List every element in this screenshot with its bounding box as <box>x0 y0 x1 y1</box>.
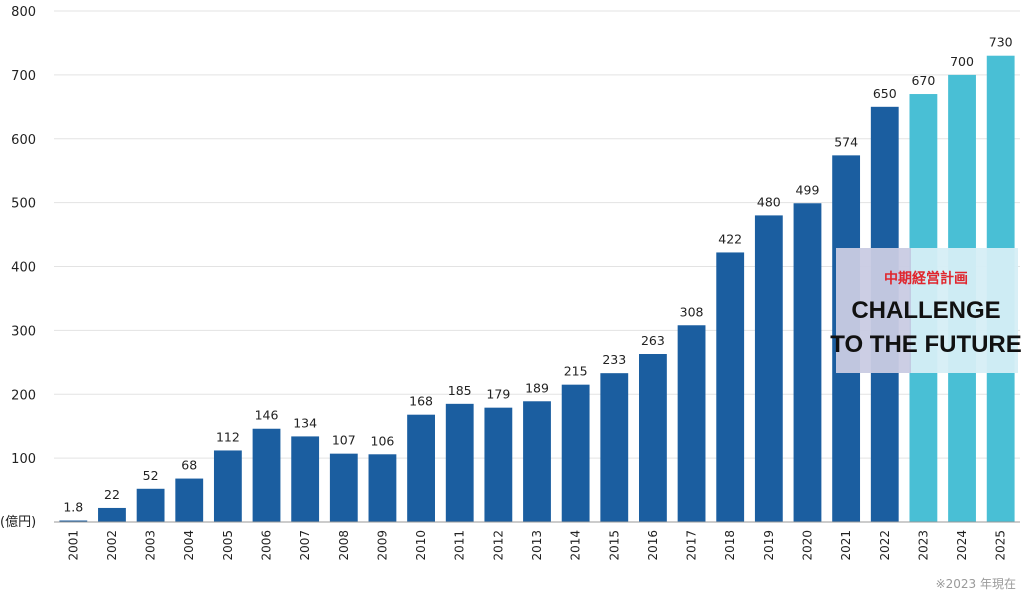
bar-2012 <box>484 407 513 522</box>
y-tick-label: 200 <box>11 388 36 403</box>
data-label-2010: 168 <box>409 394 433 409</box>
bar-2020 <box>793 203 822 523</box>
x-tick-label-2019: 2019 <box>762 530 776 561</box>
x-tick-label-2018: 2018 <box>723 530 737 561</box>
data-label-2023: 670 <box>911 73 935 88</box>
x-tick-label-2014: 2014 <box>569 530 583 561</box>
x-tick-label-2007: 2007 <box>298 530 312 561</box>
x-tick-label-2013: 2013 <box>530 530 544 561</box>
data-label-2007: 134 <box>293 415 317 430</box>
bar-2010 <box>407 414 435 522</box>
x-tick-label-2002: 2002 <box>105 530 119 561</box>
x-tick-label-2005: 2005 <box>221 530 235 561</box>
x-tick-label-2012: 2012 <box>491 530 505 561</box>
x-tick-label-2023: 2023 <box>916 530 930 561</box>
data-label-2008: 107 <box>332 433 356 448</box>
y-tick-label: 100 <box>11 452 36 467</box>
bar-2001 <box>59 520 88 522</box>
x-tick-label-2003: 2003 <box>144 530 158 561</box>
data-label-2018: 422 <box>718 231 742 246</box>
plan-banner: 中期経営計画 CHALLENGE TO THE FUTURE <box>830 248 1022 373</box>
bar-2019 <box>754 215 783 522</box>
x-tick-label-2020: 2020 <box>800 530 814 561</box>
y-tick-label: 700 <box>11 69 36 84</box>
data-label-2013: 189 <box>525 380 549 395</box>
data-label-2014: 215 <box>564 364 588 379</box>
bar-2007 <box>291 436 320 522</box>
data-label-2012: 179 <box>486 387 510 402</box>
data-label-2021: 574 <box>834 134 858 149</box>
data-label-2003: 52 <box>143 468 159 483</box>
banner-subtitle: 中期経営計画 <box>884 270 968 287</box>
y-tick-label: 500 <box>11 197 36 212</box>
bar-2011 <box>445 403 474 522</box>
data-label-2025: 730 <box>989 35 1013 50</box>
data-label-2016: 263 <box>641 333 665 348</box>
data-label-2011: 185 <box>448 383 472 398</box>
y-tick-label: 400 <box>11 261 36 276</box>
bar-2004 <box>175 478 204 522</box>
data-label-2002: 22 <box>104 487 120 502</box>
x-tick-label-2008: 2008 <box>337 530 351 561</box>
bar-2017 <box>677 325 706 522</box>
banner-title-line2: TO THE FUTURE <box>830 331 1022 358</box>
bar-2005 <box>213 450 242 522</box>
banner-right-panel <box>911 248 1018 373</box>
x-tick-label-2009: 2009 <box>375 530 389 561</box>
y-tick-label: 600 <box>11 133 36 148</box>
data-label-2022: 650 <box>873 86 897 101</box>
x-tick-label-2001: 2001 <box>66 530 80 561</box>
bar-2018 <box>716 252 745 522</box>
bar-2009 <box>368 454 397 522</box>
data-label-2024: 700 <box>950 54 974 69</box>
data-label-2006: 146 <box>255 408 279 423</box>
footnote: ※2023 年現在 <box>936 577 1016 591</box>
x-tick-label-2022: 2022 <box>878 530 892 561</box>
banner-left-panel <box>836 248 911 373</box>
bar-2006 <box>252 428 281 522</box>
data-label-2017: 308 <box>680 304 704 319</box>
bar-2008 <box>329 453 358 522</box>
data-label-2004: 68 <box>181 458 197 473</box>
data-label-2001: 1.8 <box>63 500 83 515</box>
bar-2015 <box>600 373 629 522</box>
x-axis-ticks: 2001 2002 2003 2004 2005 2006 2007 2008 2009 2010… <box>66 530 1007 561</box>
y-axis-unit-label: (億円) <box>0 514 36 530</box>
bar-2002 <box>98 507 126 522</box>
x-tick-label-2021: 2021 <box>839 530 853 561</box>
x-tick-label-2004: 2004 <box>182 530 196 561</box>
bar-2016 <box>639 354 667 522</box>
data-label-2009: 106 <box>371 433 395 448</box>
x-tick-label-2010: 2010 <box>414 530 428 561</box>
data-label-2019: 480 <box>757 194 781 209</box>
data-labels: 1.8 22 52 68 112 146 134 107 106 168 185 179 189 215 2… <box>63 35 1012 515</box>
bar-2003 <box>136 488 165 522</box>
x-tick-label-2024: 2024 <box>955 530 969 561</box>
data-label-2015: 233 <box>602 352 626 367</box>
y-axis-ticks: 100 200 300 400 500 600 700 800 <box>11 5 36 467</box>
bar-2014 <box>561 384 590 522</box>
banner-title-line1: CHALLENGE <box>851 297 1000 324</box>
x-tick-label-2016: 2016 <box>646 530 660 561</box>
y-tick-label: 300 <box>11 324 36 339</box>
x-tick-label-2006: 2006 <box>260 530 274 561</box>
x-tick-label-2025: 2025 <box>994 530 1008 561</box>
x-tick-label-2017: 2017 <box>685 530 699 561</box>
x-tick-label-2015: 2015 <box>607 530 621 561</box>
gridlines <box>54 10 1020 459</box>
x-tick-label-2011: 2011 <box>453 530 467 561</box>
bar-2013 <box>523 401 551 522</box>
data-label-2005: 112 <box>216 429 240 444</box>
y-tick-label: 800 <box>11 5 36 20</box>
data-label-2020: 499 <box>796 182 820 197</box>
